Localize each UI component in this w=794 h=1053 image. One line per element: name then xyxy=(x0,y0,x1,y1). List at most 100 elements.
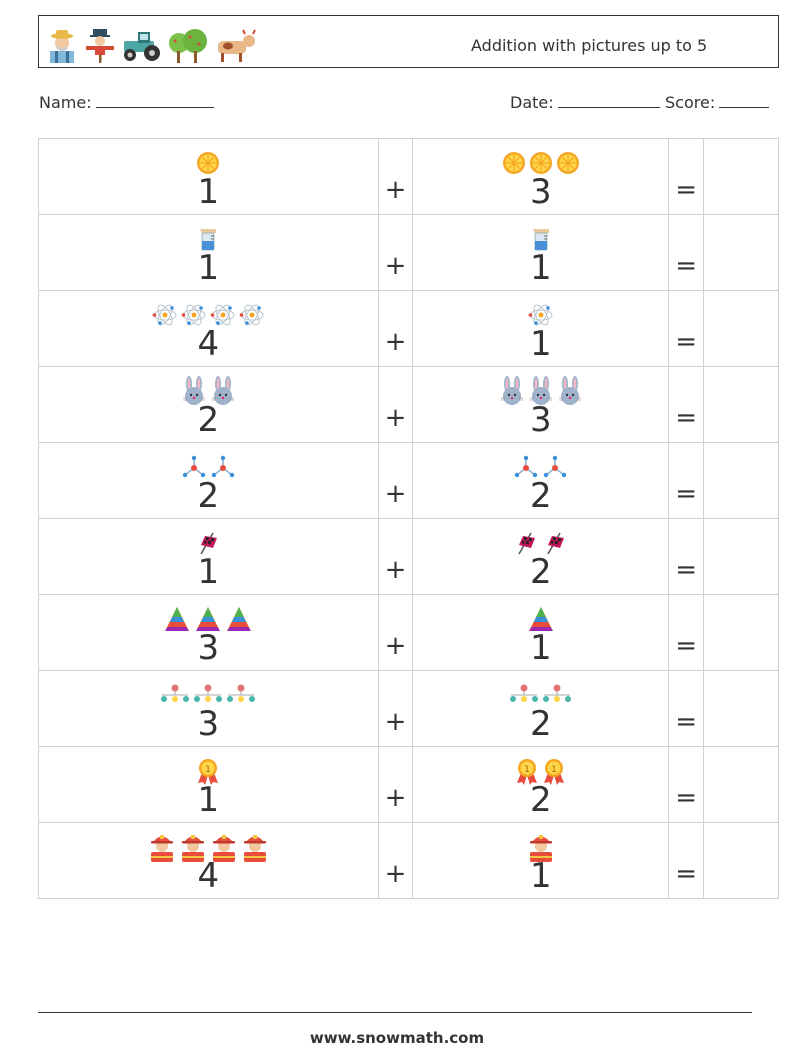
molecule-chain-icon xyxy=(542,683,572,707)
addend-b-number: 2 xyxy=(529,552,552,592)
addend-a-cell: 3 xyxy=(38,670,379,747)
addend-b-number: 2 xyxy=(529,780,552,820)
plus-cell: + xyxy=(377,138,414,215)
equals-cell: = xyxy=(668,670,705,747)
bunny-icon xyxy=(181,376,207,406)
answer-box[interactable] xyxy=(703,214,779,291)
plus-cell: + xyxy=(377,670,414,747)
equals-sign: = xyxy=(675,859,697,889)
cow-icon xyxy=(218,29,256,62)
equals-sign: = xyxy=(675,403,697,433)
addend-b-cell: 2 xyxy=(412,442,670,519)
firefighter-icon xyxy=(210,832,238,862)
orange-slice-icon xyxy=(529,151,553,175)
problems-body: 1 + 3 = 1 + 1 = 4 xyxy=(38,138,779,899)
addend-b-pictures xyxy=(413,224,668,254)
problem-row: 3 + 2 = xyxy=(38,670,779,747)
addend-b-number: 1 xyxy=(529,248,552,288)
name-blank[interactable] xyxy=(95,94,214,108)
score-blank[interactable] xyxy=(719,94,770,108)
addend-b-cell: 1 xyxy=(412,822,670,899)
problem-row: 4 + 1 = xyxy=(38,290,779,367)
answer-box[interactable] xyxy=(703,670,779,747)
orange-slice-icon xyxy=(502,151,526,175)
addend-a-pictures xyxy=(39,452,378,482)
checkered-flag-icon xyxy=(195,530,221,556)
plus-sign: + xyxy=(384,251,407,281)
atom-icon xyxy=(152,302,178,328)
addend-b-pictures xyxy=(413,528,668,558)
plus-sign: + xyxy=(384,327,407,357)
orange-slice-icon xyxy=(556,151,580,175)
score-field[interactable]: Score: xyxy=(665,93,770,112)
addend-b-number: 3 xyxy=(529,172,552,212)
plus-cell: + xyxy=(377,518,414,595)
answer-box[interactable] xyxy=(703,366,779,443)
addend-a-pictures xyxy=(39,148,378,178)
addend-b-cell: 1 xyxy=(412,594,670,671)
answer-box[interactable] xyxy=(703,746,779,823)
date-blank[interactable] xyxy=(557,94,660,108)
tractor-icon xyxy=(124,32,160,61)
addend-b-pictures xyxy=(413,376,668,406)
addend-b-pictures xyxy=(413,604,668,634)
equals-cell: = xyxy=(668,214,705,291)
addend-a-pictures xyxy=(39,224,378,254)
equals-cell: = xyxy=(668,822,705,899)
problem-row: 1 + 2 = xyxy=(38,518,779,595)
footer-divider xyxy=(38,1012,752,1013)
addend-a-cell: 2 xyxy=(38,366,379,443)
farmer-icon xyxy=(50,30,74,63)
date-field[interactable]: Date: xyxy=(510,93,660,112)
addend-b-number: 1 xyxy=(529,856,552,896)
equals-cell: = xyxy=(668,290,705,367)
name-field[interactable]: Name: xyxy=(39,93,214,112)
addend-b-pictures xyxy=(413,300,668,330)
equals-cell: = xyxy=(668,366,705,443)
equals-cell: = xyxy=(668,518,705,595)
answer-box[interactable] xyxy=(703,290,779,367)
answer-box[interactable] xyxy=(703,518,779,595)
atom-icon xyxy=(528,302,554,328)
equals-cell: = xyxy=(668,746,705,823)
orange-slice-icon xyxy=(196,151,220,175)
addend-a-pictures xyxy=(39,376,378,406)
problem-row: 1 + 3 = xyxy=(38,138,779,215)
score-label: Score: xyxy=(665,93,716,112)
bunny-icon xyxy=(210,376,236,406)
addend-b-number: 2 xyxy=(529,476,552,516)
problems-table: 1 + 3 = 1 + 1 = 4 xyxy=(38,138,779,899)
problem-row: 2 + 2 = xyxy=(38,442,779,519)
firefighter-icon xyxy=(179,832,207,862)
scarecrow-icon xyxy=(86,29,114,63)
answer-box[interactable] xyxy=(703,442,779,519)
answer-box[interactable] xyxy=(703,594,779,671)
equals-sign: = xyxy=(675,479,697,509)
addend-a-cell: 1 xyxy=(38,518,379,595)
addend-a-cell: 4 xyxy=(38,822,379,899)
addend-a-cell: 1 xyxy=(38,214,379,291)
plus-sign: + xyxy=(384,403,407,433)
plus-cell: + xyxy=(377,214,414,291)
header-icons xyxy=(44,21,258,63)
answer-box[interactable] xyxy=(703,138,779,215)
addend-a-number: 4 xyxy=(197,324,220,364)
molecule-icon xyxy=(513,455,539,479)
addend-a-pictures xyxy=(39,528,378,558)
addend-b-number: 1 xyxy=(529,628,552,668)
atom-icon xyxy=(239,302,265,328)
answer-box[interactable] xyxy=(703,822,779,899)
plus-sign: + xyxy=(384,631,407,661)
addend-b-pictures xyxy=(413,148,668,178)
addend-a-number: 4 xyxy=(197,856,220,896)
molecule-icon xyxy=(181,455,207,479)
bunny-icon xyxy=(528,376,554,406)
addend-a-cell: 1 1 xyxy=(38,746,379,823)
addend-a-number: 1 xyxy=(197,552,220,592)
plus-cell: + xyxy=(377,442,414,519)
date-label: Date: xyxy=(510,93,554,112)
atom-icon xyxy=(181,302,207,328)
addend-a-pictures xyxy=(39,680,378,710)
